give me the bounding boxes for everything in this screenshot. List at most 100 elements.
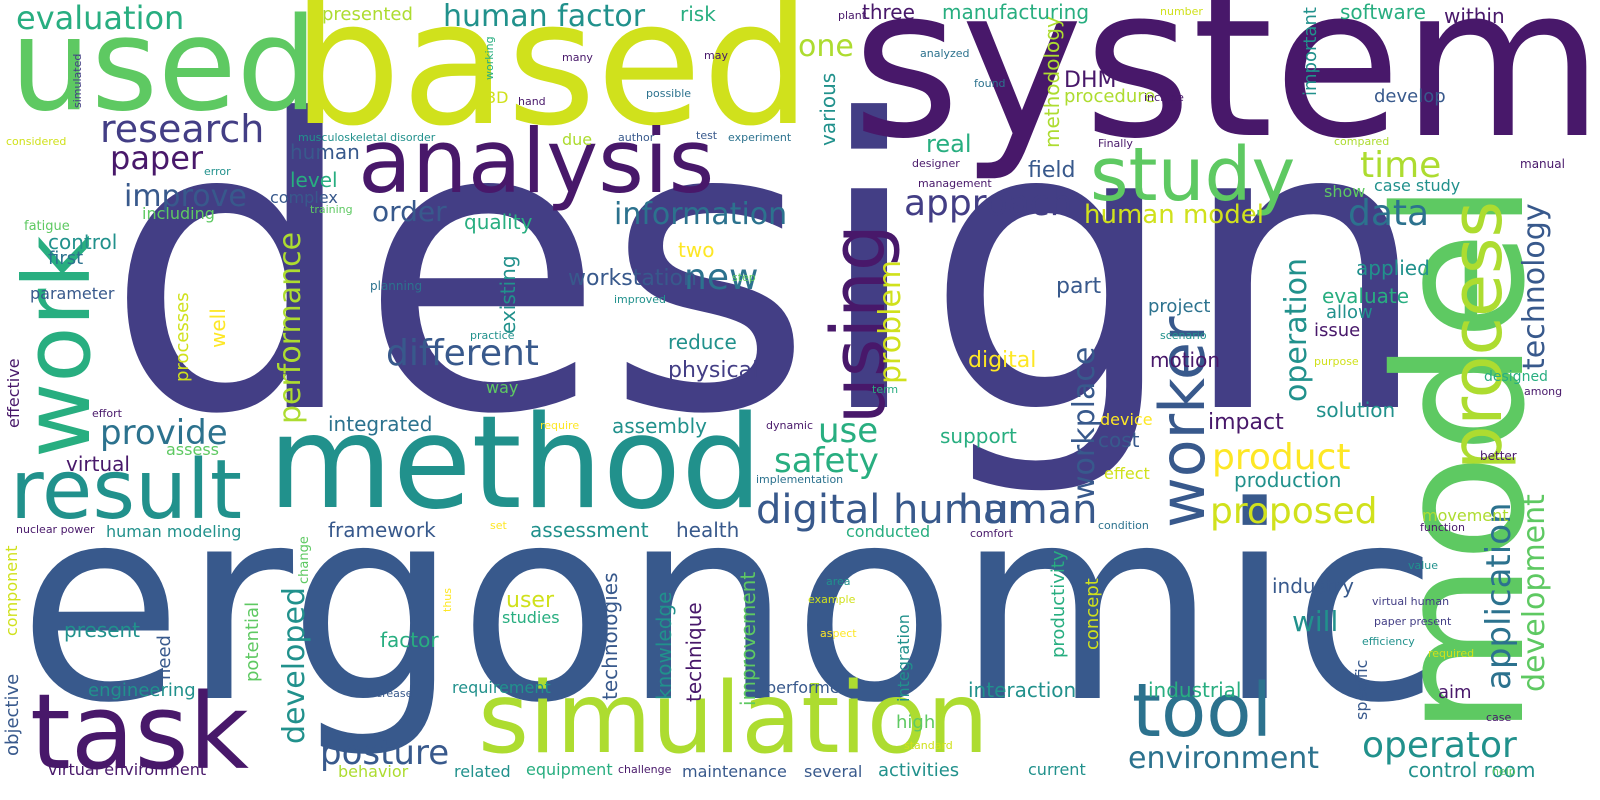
word-factor: factor [380,628,439,652]
word-standard: standard [904,739,953,752]
word-require: require [540,419,580,432]
word-processes: processes [172,292,193,382]
word-implementation: implementation [756,473,844,486]
word-approach: approach [904,183,1073,224]
word-author: author [618,131,655,144]
word-concept: concept [1082,578,1103,650]
word-scenario: scenario [1160,329,1207,342]
word-may: may [704,49,728,62]
word-control-room: control room [1408,758,1536,782]
word-among: among [1524,385,1563,398]
word-considered: considered [6,135,67,148]
word-time: time [1360,145,1442,186]
word-comfort: comfort [970,527,1013,540]
word-required: required [1428,647,1475,660]
word-simulated: simulated [71,53,84,108]
word-maintenance: maintenance [682,762,787,781]
word-two: two [678,238,715,262]
word-experiment: experiment [728,131,792,144]
word-application: application [1479,502,1519,690]
word-effect: effect [1104,464,1150,483]
word-information: information [614,197,788,232]
word-case: case [1486,711,1512,724]
word-procedure: procedure [1064,86,1156,107]
word-level: level [290,168,338,192]
word-number: number [1160,5,1203,18]
word-effective: effective [4,358,23,428]
word-training: training [310,203,353,216]
word-one: one [798,29,854,64]
word-step: step [732,271,756,284]
word-designed: designed [1484,369,1548,385]
word-studies: studies [502,608,560,627]
word-value: value [1408,559,1439,572]
word-manufacturing: manufacturing [942,0,1090,24]
word-interaction: interaction [968,678,1077,702]
word-better: better [1480,449,1517,463]
word-plant: plant [838,9,867,22]
word-productivity: productivity [1048,550,1069,658]
word-increase: increase [366,687,413,700]
word-including: including [142,204,215,223]
word-set: set [490,519,507,532]
word-human-factor: human factor [443,0,646,34]
word-conducted: conducted [846,522,931,541]
word-based: based [292,0,812,164]
word-design: design [105,37,1432,502]
word-various: various [816,72,840,146]
word-first: first [48,248,84,269]
word-use: use [818,411,879,451]
word-used: used [10,0,318,140]
word-evaluation: evaluation [16,0,185,37]
word-research: research [100,107,265,151]
word-tool: tool [1132,668,1273,754]
word-thus: thus [441,588,454,612]
word-practice: practice [470,329,515,342]
word-challenge: challenge [618,763,672,776]
word-example: example [808,593,856,606]
word-issue: issue [1314,320,1361,341]
word-need: need [154,635,175,680]
word-fatigue: fatigue [24,219,70,234]
word-production: production [1234,468,1342,492]
word-musculoskeletal-disorder: musculoskeletal disorder [298,131,436,144]
word-behavior: behavior [338,762,409,781]
word-aim: aim [1438,682,1472,703]
word-task: task [30,671,249,793]
word-human: human [958,487,1098,533]
word-planning: planning [370,279,423,293]
word-control: control [48,230,118,254]
word-integration: integration [894,614,913,702]
word-nuclear-power: nuclear power [16,523,95,536]
word-specific: specific [1352,659,1371,720]
word-error: error [204,165,231,178]
word-different: different [386,333,539,374]
word-compared: compared [1334,135,1390,148]
word-physical: physical [668,358,759,383]
word-complex: complex [270,188,338,207]
word-high: high [896,712,936,733]
word-device: device [1100,410,1153,429]
word-area: area [826,575,851,588]
word-technologies: technologies [598,572,622,701]
word-analyzed: analyzed [920,47,970,60]
word-equipment: equipment [526,760,613,779]
word-paper-present: paper present [1374,615,1452,628]
word-user: user [506,588,554,613]
word-show: show [1324,182,1366,201]
word-virtual-human: virtual human [1372,595,1450,608]
word-support: support [940,424,1017,448]
word-case-study: case study [1374,176,1461,195]
word-parameter: parameter [30,284,115,303]
word-part: part [1056,274,1102,299]
word-product: product [1212,437,1351,478]
word-quality: quality [464,210,533,234]
word-3D: 3D [486,88,509,107]
word-problem: problem [873,259,908,384]
word-virtual: virtual [66,452,130,476]
word-function: function [1420,521,1465,534]
word-methodology: methodology [1040,16,1064,148]
word-solution: solution [1316,398,1396,422]
word-digital: digital [968,348,1037,373]
word-test: test [696,129,718,142]
